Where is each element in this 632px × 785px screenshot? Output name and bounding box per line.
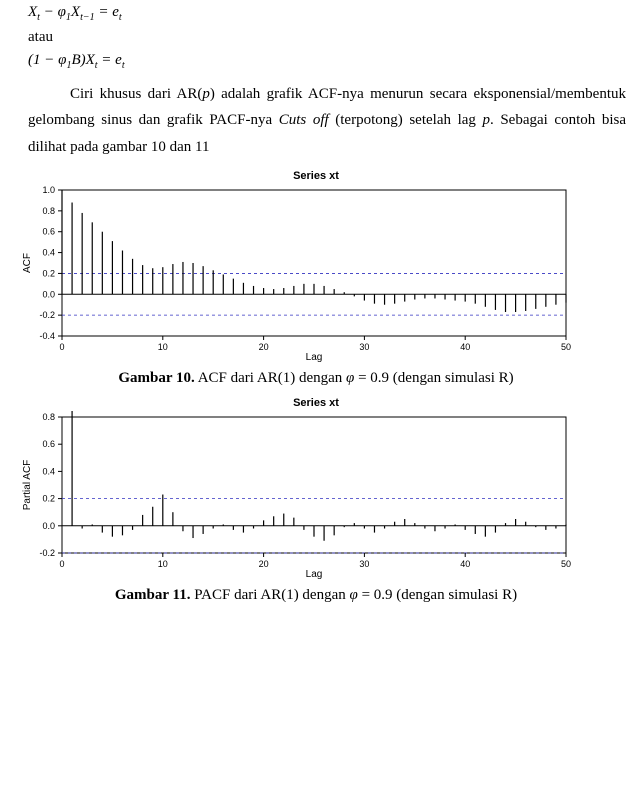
svg-text:0: 0 [59, 559, 64, 569]
svg-text:0.2: 0.2 [42, 493, 55, 503]
acf-chart: Series xt -0.4 -0.2 0.0 0.2 0.4 0.6 0.8 1.0 0 10 2… [16, 170, 616, 364]
svg-text:0.8: 0.8 [42, 412, 55, 422]
svg-text:0.6: 0.6 [42, 439, 55, 449]
svg-text:10: 10 [158, 559, 168, 569]
svg-text:20: 20 [259, 342, 269, 352]
pacf-chart-svg: -0.2 0.0 0.2 0.4 0.6 0.8 0 10 20 30 40 50 Lag Partial… [16, 411, 576, 581]
svg-text:50: 50 [561, 559, 571, 569]
acf-chart-title: Series xt [16, 170, 616, 182]
svg-text:0.0: 0.0 [42, 289, 55, 299]
acf-chart-svg: -0.4 -0.2 0.0 0.2 0.4 0.6 0.8 1.0 0 10 20 30 40 50 Lag… [16, 184, 576, 364]
svg-text:-0.2: -0.2 [39, 310, 55, 320]
caption-figure-10: Gambar 10. ACF dari AR(1) dengan φ = 0.9… [0, 370, 632, 387]
svg-text:20: 20 [259, 559, 269, 569]
svg-text:0.8: 0.8 [42, 206, 55, 216]
text-atau: atau [28, 29, 632, 46]
svg-text:30: 30 [359, 342, 369, 352]
svg-text:50: 50 [561, 342, 571, 352]
svg-text:0.2: 0.2 [42, 268, 55, 278]
svg-text:-0.4: -0.4 [39, 331, 55, 341]
svg-text:0.0: 0.0 [42, 521, 55, 531]
svg-text:1.0: 1.0 [42, 185, 55, 195]
svg-text:0.4: 0.4 [42, 466, 55, 476]
svg-text:40: 40 [460, 559, 470, 569]
svg-text:ACF: ACF [22, 253, 33, 273]
caption-figure-11: Gambar 11. PACF dari AR(1) dengan φ = 0.… [0, 587, 632, 604]
paragraph-arp-description: Ciri khusus dari AR(p) adalah grafik ACF… [28, 81, 626, 160]
pacf-chart-title: Series xt [16, 397, 616, 409]
svg-text:30: 30 [359, 559, 369, 569]
svg-text:10: 10 [158, 342, 168, 352]
equation-ar1: Xt − φ1Xt−1 = et [28, 4, 632, 23]
equation-ar1-backshift: (1 − φ1B)Xt = et [28, 52, 632, 71]
svg-text:Lag: Lag [306, 352, 323, 363]
svg-text:40: 40 [460, 342, 470, 352]
svg-text:Partial ACF: Partial ACF [22, 459, 33, 510]
svg-text:Lag: Lag [306, 569, 323, 580]
svg-text:0.4: 0.4 [42, 247, 55, 257]
pacf-chart: Series xt -0.2 0.0 0.2 0.4 0.6 0.8 0 10 20 30 40 50… [16, 397, 616, 581]
svg-text:0.6: 0.6 [42, 226, 55, 236]
svg-text:0: 0 [59, 342, 64, 352]
svg-text:-0.2: -0.2 [39, 548, 55, 558]
